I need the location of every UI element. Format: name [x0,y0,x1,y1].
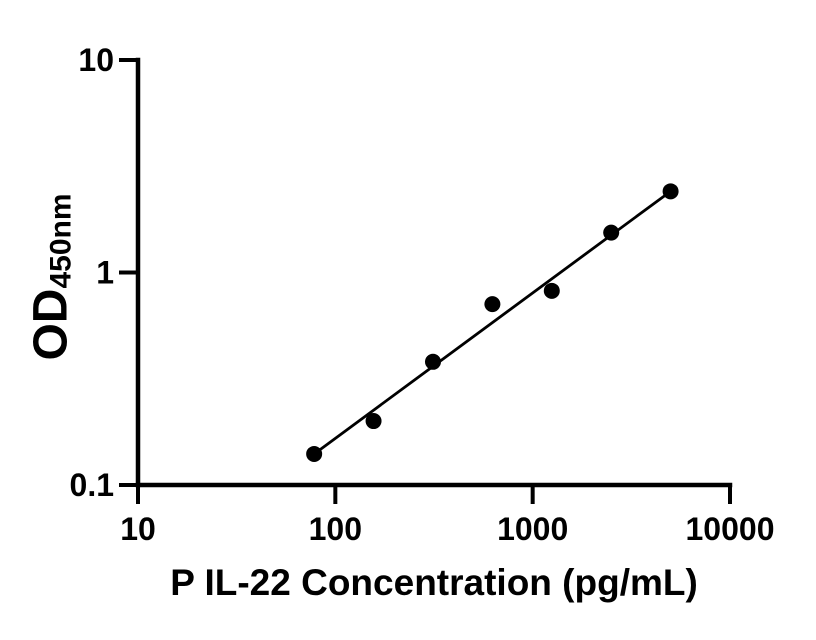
data-point-marker [662,183,679,200]
y-tick-label: 1 [96,255,114,291]
y-axis-label-subscript: 450nm [44,193,78,289]
x-tick-label: 1000 [497,511,568,547]
x-tick-label: 100 [309,511,362,547]
data-point-marker [543,282,560,299]
data-point-marker [306,445,323,462]
x-tick-label: 10 [120,511,156,547]
data-point-marker [484,296,501,313]
y-tick-label: 10 [78,42,114,78]
data-point-marker [603,224,620,241]
data-point-marker [365,413,382,430]
y-axis-label: OD450nm [24,193,78,361]
y-axis-label-main: OD [24,288,78,361]
x-axis-title: P IL-22 Concentration (pg/mL) [170,562,698,603]
x-tick-label: 10000 [686,511,775,547]
y-tick-label: 0.1 [70,467,114,503]
data-point-marker [424,353,441,370]
